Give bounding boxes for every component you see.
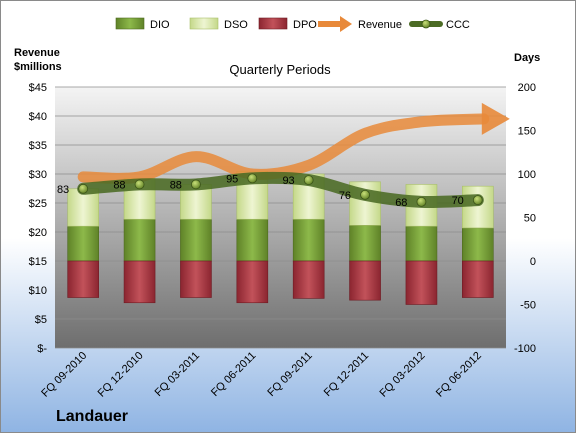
dio-bar: [349, 225, 381, 262]
legend-label: CCC: [446, 19, 470, 31]
company-name: Landauer: [56, 408, 128, 425]
dio-bar: [236, 218, 269, 262]
ccc-point: [134, 179, 145, 190]
dpo-bar: [405, 260, 438, 305]
ccc-point: [247, 173, 258, 184]
right-axis-title: Days: [514, 52, 540, 64]
ccc-point: [472, 195, 483, 206]
ccc-data-label: 76: [339, 190, 351, 202]
ccc-data-label: 95: [226, 173, 238, 185]
dpo-bar: [180, 260, 212, 298]
legend-item-dpo: DPO: [258, 17, 317, 31]
legend-arrowhead: [340, 16, 352, 32]
revenue-line: [77, 113, 490, 184]
revenue-arrowhead: [481, 102, 510, 135]
left-tick-label: $15: [29, 256, 47, 268]
chart-title: Quarterly Periods: [229, 62, 331, 77]
legend-swatch: [115, 17, 145, 30]
ccc-data-label: 68: [395, 197, 407, 209]
left-tick-label: $30: [29, 169, 47, 181]
ccc-point: [360, 189, 370, 200]
legend: DIO DSO DPO Revenue CCC: [115, 16, 470, 32]
left-tick-label: $45: [29, 82, 47, 94]
left-tick-label: $20: [29, 227, 47, 239]
dio-bar: [292, 218, 325, 262]
dso-bar: [67, 188, 99, 227]
legend-swatch: [189, 17, 219, 30]
legend-marker: [421, 19, 431, 29]
legend-item-dio: DIO: [115, 17, 170, 31]
legend-label: Revenue: [358, 19, 402, 31]
legend-swatch: [258, 17, 288, 30]
legend-label: DSO: [224, 19, 248, 31]
revenue-series: [77, 102, 510, 184]
plot-area: [55, 87, 506, 348]
ccc-data-label: 88: [113, 179, 125, 191]
legend-item-ccc: CCC: [409, 19, 470, 31]
dso-bar: [462, 185, 494, 229]
ccc-point: [416, 196, 427, 207]
legend-item-dso: DSO: [189, 17, 248, 31]
ccc-data-label: 83: [57, 184, 69, 196]
dpo-bar: [349, 260, 381, 301]
left-axis: $- $5 $10 $15 $20 $25 $30 $35 $40 $45: [29, 82, 48, 355]
ccc-point: [191, 179, 201, 190]
left-tick-label: $-: [37, 343, 47, 355]
dio-bar: [462, 227, 494, 262]
right-axis: -100 -50 0 50 100 150 200: [514, 82, 536, 355]
dio-bar: [405, 225, 438, 262]
left-tick-label: $5: [35, 314, 47, 326]
right-tick-label: 150: [518, 126, 536, 138]
left-tick-label: $25: [29, 198, 47, 210]
dio-bar: [123, 218, 156, 262]
dpo-bar: [67, 260, 99, 298]
dpo-bar: [292, 260, 325, 299]
right-tick-label: -100: [514, 343, 536, 355]
right-tick-label: 0: [530, 256, 536, 268]
legend-item-revenue: Revenue: [318, 16, 402, 32]
ccc-series: 83 88 88 95 93 76 68 70: [57, 171, 484, 209]
ccc-data-label: 88: [170, 179, 182, 191]
left-tick-label: $10: [29, 285, 47, 297]
dio-bar: [180, 218, 212, 262]
right-tick-label: 50: [524, 213, 536, 225]
dpo-bar: [236, 260, 269, 304]
legend-label: DIO: [150, 19, 170, 31]
legend-label: DPO: [293, 19, 317, 31]
dpo-bar: [123, 260, 156, 304]
ccc-point: [303, 175, 314, 185]
dio-bar: [67, 225, 99, 262]
dpo-bar: [462, 260, 494, 298]
left-tick-label: $35: [29, 140, 47, 152]
left-tick-label: $40: [29, 111, 47, 123]
ccc-data-label: 93: [282, 175, 294, 187]
left-axis-title-line2: $millions: [14, 61, 62, 73]
left-axis-title-line1: Revenue: [14, 47, 60, 59]
right-tick-label: -50: [520, 300, 536, 312]
right-tick-label: 200: [518, 82, 536, 94]
ccc-data-label: 70: [452, 195, 464, 207]
right-tick-label: 100: [518, 169, 536, 181]
ccc-point: [78, 183, 89, 194]
